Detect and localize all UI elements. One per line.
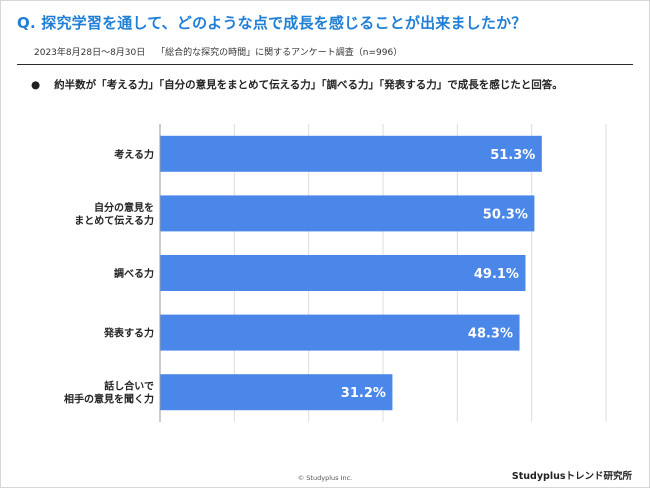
category-label: 調べる力 (114, 267, 154, 280)
survey-info: 2023年8月28日〜8月30日 「総合的な探究の時間」に関するアンケート調査（… (34, 45, 410, 58)
bar (160, 135, 542, 172)
copyright-text: © Studyplus Inc. (297, 474, 353, 482)
bar (160, 255, 526, 291)
data-label: 31.2% (341, 386, 386, 401)
header-divider (17, 64, 633, 65)
survey-period: 2023年8月28日〜8月30日 (34, 48, 146, 58)
survey-name: 「総合的な探究の時間」に関するアンケート調査（n=996） (156, 48, 403, 58)
bullet-icon: ● (31, 79, 41, 91)
category-label: 話し合いで相手の意見を聞く力 (64, 380, 154, 406)
brand-logo-text: Studyplusトレンド研究所 (511, 471, 632, 482)
category-label: 発表する力 (103, 327, 154, 340)
bar (160, 314, 520, 351)
category-label: 考える力 (114, 148, 154, 161)
bar (160, 374, 393, 411)
data-label: 49.1% (474, 267, 519, 282)
page-title: Q. 探究学習を通して、どのような点で成長を感じることが出来ましたか？ (17, 14, 527, 32)
bar (160, 195, 535, 232)
category-label: 自分の意見をまとめて伝える力 (74, 201, 154, 227)
summary-text: 約半数が「考える力」「自分の意見をまとめて伝える力」「調べる力」「発表する力」で… (54, 79, 563, 91)
data-label: 50.3% (483, 207, 528, 222)
data-label: 48.3% (468, 327, 513, 342)
data-label: 51.3% (490, 148, 535, 163)
summary-line: ● 約半数が「考える力」「自分の意見をまとめて伝える力」「調べる力」「発表する力」… (31, 77, 563, 92)
